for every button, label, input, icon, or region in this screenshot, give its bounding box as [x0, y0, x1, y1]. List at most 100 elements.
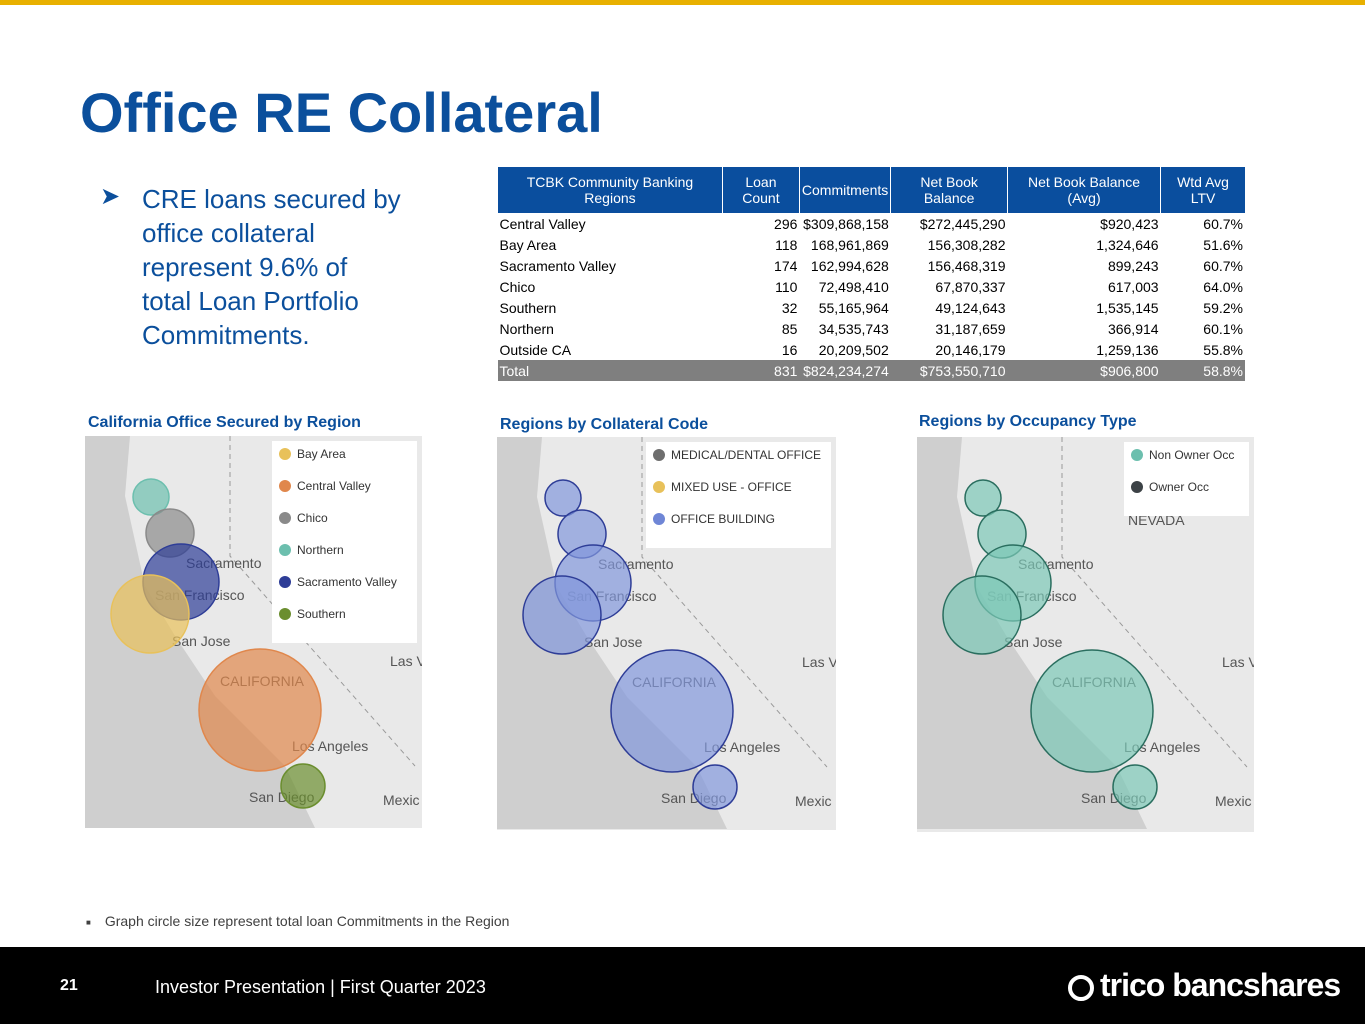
table-cell: 118: [775, 236, 798, 253]
table-row: Northern 85 34,535,743 31,187,659 366,914 60.…: [498, 318, 1246, 339]
legend-label: Owner Occ: [1149, 480, 1209, 494]
table-cell: $272,445,290: [919, 215, 1006, 232]
legend-swatch: [653, 513, 665, 525]
region-bubble: [198, 648, 322, 772]
table-cell: Sacramento Valley: [499, 257, 616, 274]
map-title: Regions by Occupancy Type: [919, 413, 1137, 430]
table-cell: 55.8%: [1203, 341, 1243, 358]
table-cell: $824,234,274: [799, 360, 891, 381]
table-cell: 51.6%: [1203, 236, 1243, 253]
region-bubble: [1030, 649, 1154, 773]
place-label: Las V: [390, 653, 422, 669]
bullet-text: CRE loans secured by office collateral r…: [142, 184, 401, 350]
top-bar: [0, 0, 1365, 5]
table-cell: 64.0%: [1203, 278, 1243, 295]
table-cell: 31,187,659: [935, 320, 1006, 337]
legend-swatch: [1131, 481, 1143, 493]
region-bubble: [964, 479, 1002, 517]
place-label: Mexic: [795, 793, 832, 809]
table-cell: Southern: [499, 299, 557, 316]
ocean: [917, 437, 1147, 829]
state-border: [229, 436, 416, 767]
table-cell: 16: [781, 341, 798, 358]
table-cell: 20,146,179: [935, 341, 1006, 358]
column-header: Net Book Balance (Avg): [1006, 167, 1161, 213]
place-label: San Jose: [584, 634, 643, 650]
legend-swatch: [653, 481, 665, 493]
table-row: Bay Area 118 168,961,869 156,308,282 1,324,6…: [498, 234, 1246, 255]
table-cell: 60.1%: [1203, 320, 1243, 337]
region-bubble: [610, 649, 734, 773]
map-title: California Office Secured by Region: [88, 414, 361, 431]
table-cell: 58.8%: [1160, 360, 1245, 381]
logo-text: trico bancshares: [1100, 967, 1341, 1003]
table-cell: 1,259,136: [1096, 341, 1159, 358]
table-cell: 59.2%: [1203, 299, 1243, 316]
slide-title: Office RE Collateral: [80, 81, 603, 144]
table-cell: 899,243: [1107, 257, 1159, 274]
column-header: Wtd Avg LTV: [1160, 167, 1245, 213]
table-cell: 49,124,643: [935, 299, 1006, 316]
region-bubble: [110, 574, 190, 654]
legend-label: MEDICAL/DENTAL OFFICE: [671, 448, 821, 462]
column-header: Commitments: [798, 167, 891, 213]
footnote-text: Graph circle size represent total loan C…: [104, 913, 510, 929]
table-cell: 156,308,282: [927, 236, 1006, 253]
table-cell: 1,535,145: [1096, 299, 1159, 316]
table-cell: 34,535,743: [818, 320, 889, 337]
legend-label: OFFICE BUILDING: [671, 512, 775, 526]
table-cell: Central Valley: [499, 215, 586, 232]
column-header: Net Book Balance: [890, 167, 1008, 213]
place-label: Mexic: [1215, 793, 1252, 809]
region-bubble: [522, 575, 602, 655]
footer: 21 Investor Presentation | First Quarter…: [0, 947, 1365, 1024]
ocean: [85, 436, 315, 828]
table-cell: 67,870,337: [935, 278, 1006, 295]
ocean: [497, 437, 727, 829]
table-cell: 831: [722, 360, 800, 381]
table-cell: $753,550,710: [890, 360, 1008, 381]
legend-box: [1124, 442, 1249, 516]
table-cell: Total: [497, 360, 723, 381]
column-header: TCBK Community Banking Regions: [497, 167, 723, 213]
legend-label: Bay Area: [297, 447, 346, 461]
bullet-arrow: ➤: [100, 183, 121, 210]
table-cell: 85: [781, 320, 798, 337]
map-title: Regions by Collateral Code: [500, 416, 709, 433]
table-cell: Northern: [499, 320, 554, 337]
table-cell: Outside CA: [499, 341, 572, 358]
legend-label: Chico: [297, 511, 328, 525]
legend-label: Sacramento Valley: [297, 575, 397, 589]
table-cell: Chico: [499, 278, 536, 295]
place-label: San Jose: [1004, 634, 1063, 650]
legend-swatch: [279, 544, 291, 556]
table-cell: 296: [774, 215, 798, 232]
table-cell: 60.7%: [1203, 215, 1243, 232]
table-cell: 55,165,964: [818, 299, 889, 316]
place-label: San Jose: [172, 633, 231, 649]
table-row: Chico 110 72,498,410 67,870,337 617,003 64.0%: [498, 276, 1246, 297]
place-label: Las V: [802, 654, 836, 670]
legend-swatch: [279, 512, 291, 524]
legend-label: Central Valley: [297, 479, 371, 493]
region-bubble: [692, 764, 738, 810]
footnote: ■ Graph circle size represent total loan …: [86, 913, 510, 929]
table-cell: 60.7%: [1203, 257, 1243, 274]
legend-label: Northern: [297, 543, 344, 557]
place-label: Mexic: [383, 792, 420, 808]
table-cell: 162,994,628: [810, 257, 889, 274]
legend-swatch: [653, 449, 665, 461]
table-cell: 20,209,502: [818, 341, 889, 358]
table-cell: 110: [775, 278, 798, 295]
table-row: Outside CA 16 20,209,502 20,146,179 1,259,13…: [498, 339, 1246, 360]
table-row: Central Valley 296 $309,868,158 $272,445,29…: [498, 213, 1246, 234]
table-cell: 72,498,410: [818, 278, 889, 295]
legend-box: [646, 442, 831, 548]
table-cell: Bay Area: [499, 236, 557, 253]
table-cell: 174: [774, 257, 798, 274]
region-bubble: [280, 763, 326, 809]
table-cell: 156,468,319: [927, 257, 1006, 274]
